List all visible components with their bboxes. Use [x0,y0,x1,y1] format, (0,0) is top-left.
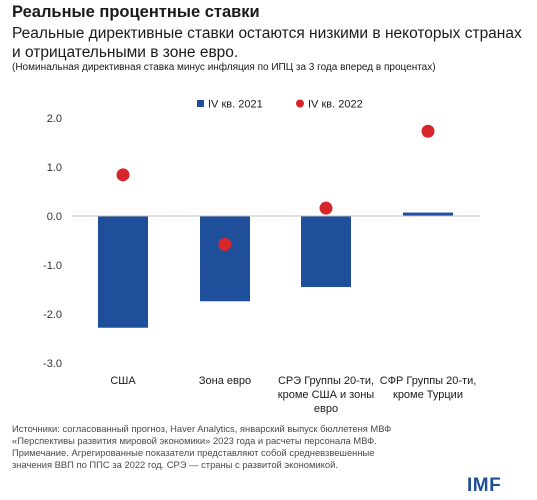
x-category-label: Зона евро [199,375,251,387]
chart-legend: IV кв. 2021 IV кв. 2022 [197,99,363,111]
x-axis-labels: США Зона евро СРЭ Группы 20-ти, кроме США и… [110,375,476,415]
y-tick-label: -2.0 [43,309,62,321]
dot-q4-2022 [319,201,333,215]
y-tick-label: 2.0 [47,113,62,125]
source-line: Источники: согласованный прогноз, Haver … [12,423,392,434]
x-category-label: СФР Группы 20-ти, [380,375,477,387]
source-line: значения ВВП по ППС за 2022 год. СРЭ — с… [12,459,338,470]
bar-q4-2021 [301,216,351,288]
bar-q4-2021 [403,212,453,216]
source-note: Источники: согласованный прогноз, Haver … [12,423,457,471]
imf-logo: IMF [467,475,502,496]
y-axis: 2.0 1.0 0.0 -1.0 -2.0 -3.0 [43,113,62,370]
legend-swatch-bar [197,100,204,107]
y-tick-label: 1.0 [47,162,62,174]
bar-q4-2021 [98,216,148,328]
dot-q4-2022 [116,168,130,182]
bars-series [98,212,453,328]
x-category-label: кроме Турции [393,389,463,401]
x-category-label: США [110,375,136,387]
chart-title: Реальные процентные ставки [12,3,260,21]
y-tick-label: -1.0 [43,260,62,272]
legend-label: IV кв. 2021 [208,99,263,111]
legend-label: IV кв. 2022 [308,99,363,111]
bar-q4-2021 [200,216,250,302]
y-tick-label: 0.0 [47,211,62,223]
dot-q4-2022 [218,237,232,251]
dots-series [116,124,435,251]
legend-swatch-dot [296,99,304,108]
dot-q4-2022 [421,124,435,138]
source-line: «Перспективы развития мировой экономики»… [12,435,377,446]
chart-units-note: (Номинальная директивная ставка минус ин… [12,62,436,73]
source-line: Примечание. Агрегированные показатели пр… [12,447,375,458]
x-category-label: евро [314,403,338,415]
bar-chart: IV кв. 2021 IV кв. 2022 2.0 1.0 0.0 -1.0 -2.0… [43,99,480,415]
y-tick-label: -3.0 [43,358,62,370]
x-category-label: кроме США и зоны [278,389,375,401]
chart-subtitle: Реальные директивные ставки остаются низ… [12,25,522,61]
x-category-label: СРЭ Группы 20-ти, [278,375,374,387]
